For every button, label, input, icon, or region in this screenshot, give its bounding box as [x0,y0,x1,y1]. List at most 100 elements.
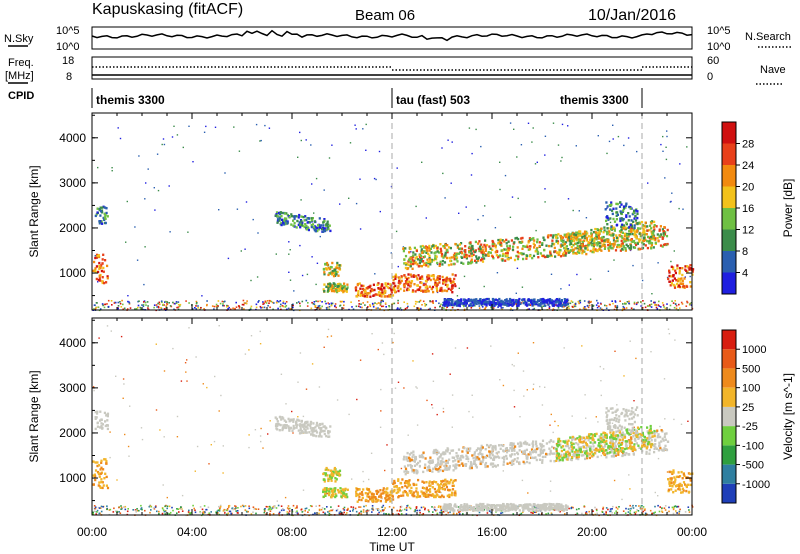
colorbar-tick-label: 8 [742,246,748,258]
echo-cell [673,306,676,309]
echo-cell [276,218,280,221]
echo-cell [230,512,232,515]
echo-cell [660,440,663,443]
echo-cell [477,242,480,245]
echo-cell [359,492,362,495]
echo-cell [637,227,640,230]
echo-cell [511,300,514,303]
echo-cell [203,131,206,133]
echo-cell [500,249,503,252]
echo-cell [431,486,434,489]
echo-cell [691,506,694,508]
echo-cell [226,304,228,307]
echo-cell [559,244,562,247]
echo-cell [472,299,475,302]
echo-cell [238,150,241,152]
echo-cell [656,308,659,310]
echo-cell [500,307,503,309]
echo-cell [276,300,279,302]
echo-cell [304,215,307,218]
echo-cell [598,232,601,235]
echo-cell [266,300,269,302]
echo-cell [666,228,669,232]
echo-cell [424,283,427,286]
echo-cell [424,302,426,305]
echo-cell [138,300,140,302]
echo-cell [620,245,623,248]
echo-cell [400,494,403,497]
echo-cell [206,300,208,302]
echo-cell [452,464,455,467]
echo-cell [508,244,511,248]
echo-cell [104,217,107,220]
echo-cell [394,275,397,278]
echo-cell [595,242,598,245]
echo-cell [522,511,524,513]
echo-cell [572,250,575,254]
echo-cell [388,513,390,515]
echo-cell [567,125,569,127]
echo-cell [99,486,102,489]
echo-cell [552,431,554,434]
echo-cell [464,249,467,252]
echo-cell [393,289,396,293]
echo-cell [436,483,439,486]
cpid-segment-label: themis 3300 [96,93,165,107]
colorbar-swatch [722,122,736,144]
echo-cell [407,504,409,507]
echo-cell [285,305,288,307]
echo-cell [661,302,664,304]
echo-cell [380,305,383,308]
echo-cell [469,249,472,252]
echo-cell [674,505,677,507]
echo-cell [666,242,669,246]
echo-cell [267,433,269,435]
echo-cell [94,417,97,420]
echo-cell [600,227,603,230]
echo-cell [185,371,187,373]
echo-cell [100,461,103,464]
echo-cell [362,284,365,288]
echo-cell [339,510,342,513]
echo-cell [470,252,473,255]
echo-cell [424,457,427,460]
echo-cell [436,283,439,286]
echo-cell [587,306,590,309]
echo-cell [397,281,400,285]
echo-cell [536,238,539,241]
echo-cell [567,198,570,200]
echo-cell [381,506,384,508]
echo-cell [366,301,369,303]
echo-cell [605,238,608,241]
echo-cell [412,275,415,278]
echo-cell [296,302,298,304]
echo-cell [315,434,318,438]
echo-cell [349,510,351,512]
echo-cell [682,208,684,210]
echo-cell [623,224,626,227]
echo-cell [328,435,331,438]
echo-cell [518,449,521,452]
echo-cell [96,421,99,424]
echo-cell [447,489,451,492]
echo-cell [581,241,584,244]
colorbar-swatch [722,186,736,208]
echo-cell [649,239,652,242]
echo-cell [101,206,104,209]
echo-cell [633,224,636,227]
echo-cell [506,250,509,253]
echo-cell [659,506,661,508]
echo-cell [195,305,197,307]
echo-cell [633,400,635,402]
echo-cell [369,304,371,306]
echo-cell [327,287,330,290]
echo-cell [292,304,294,307]
echo-cell [423,481,426,484]
echo-cell [650,300,652,302]
echo-cell [329,469,332,472]
echo-cell [508,297,512,301]
echo-cell [590,239,594,242]
echo-cell [486,297,489,301]
echo-cell [205,508,208,511]
echo-cell [663,507,666,509]
